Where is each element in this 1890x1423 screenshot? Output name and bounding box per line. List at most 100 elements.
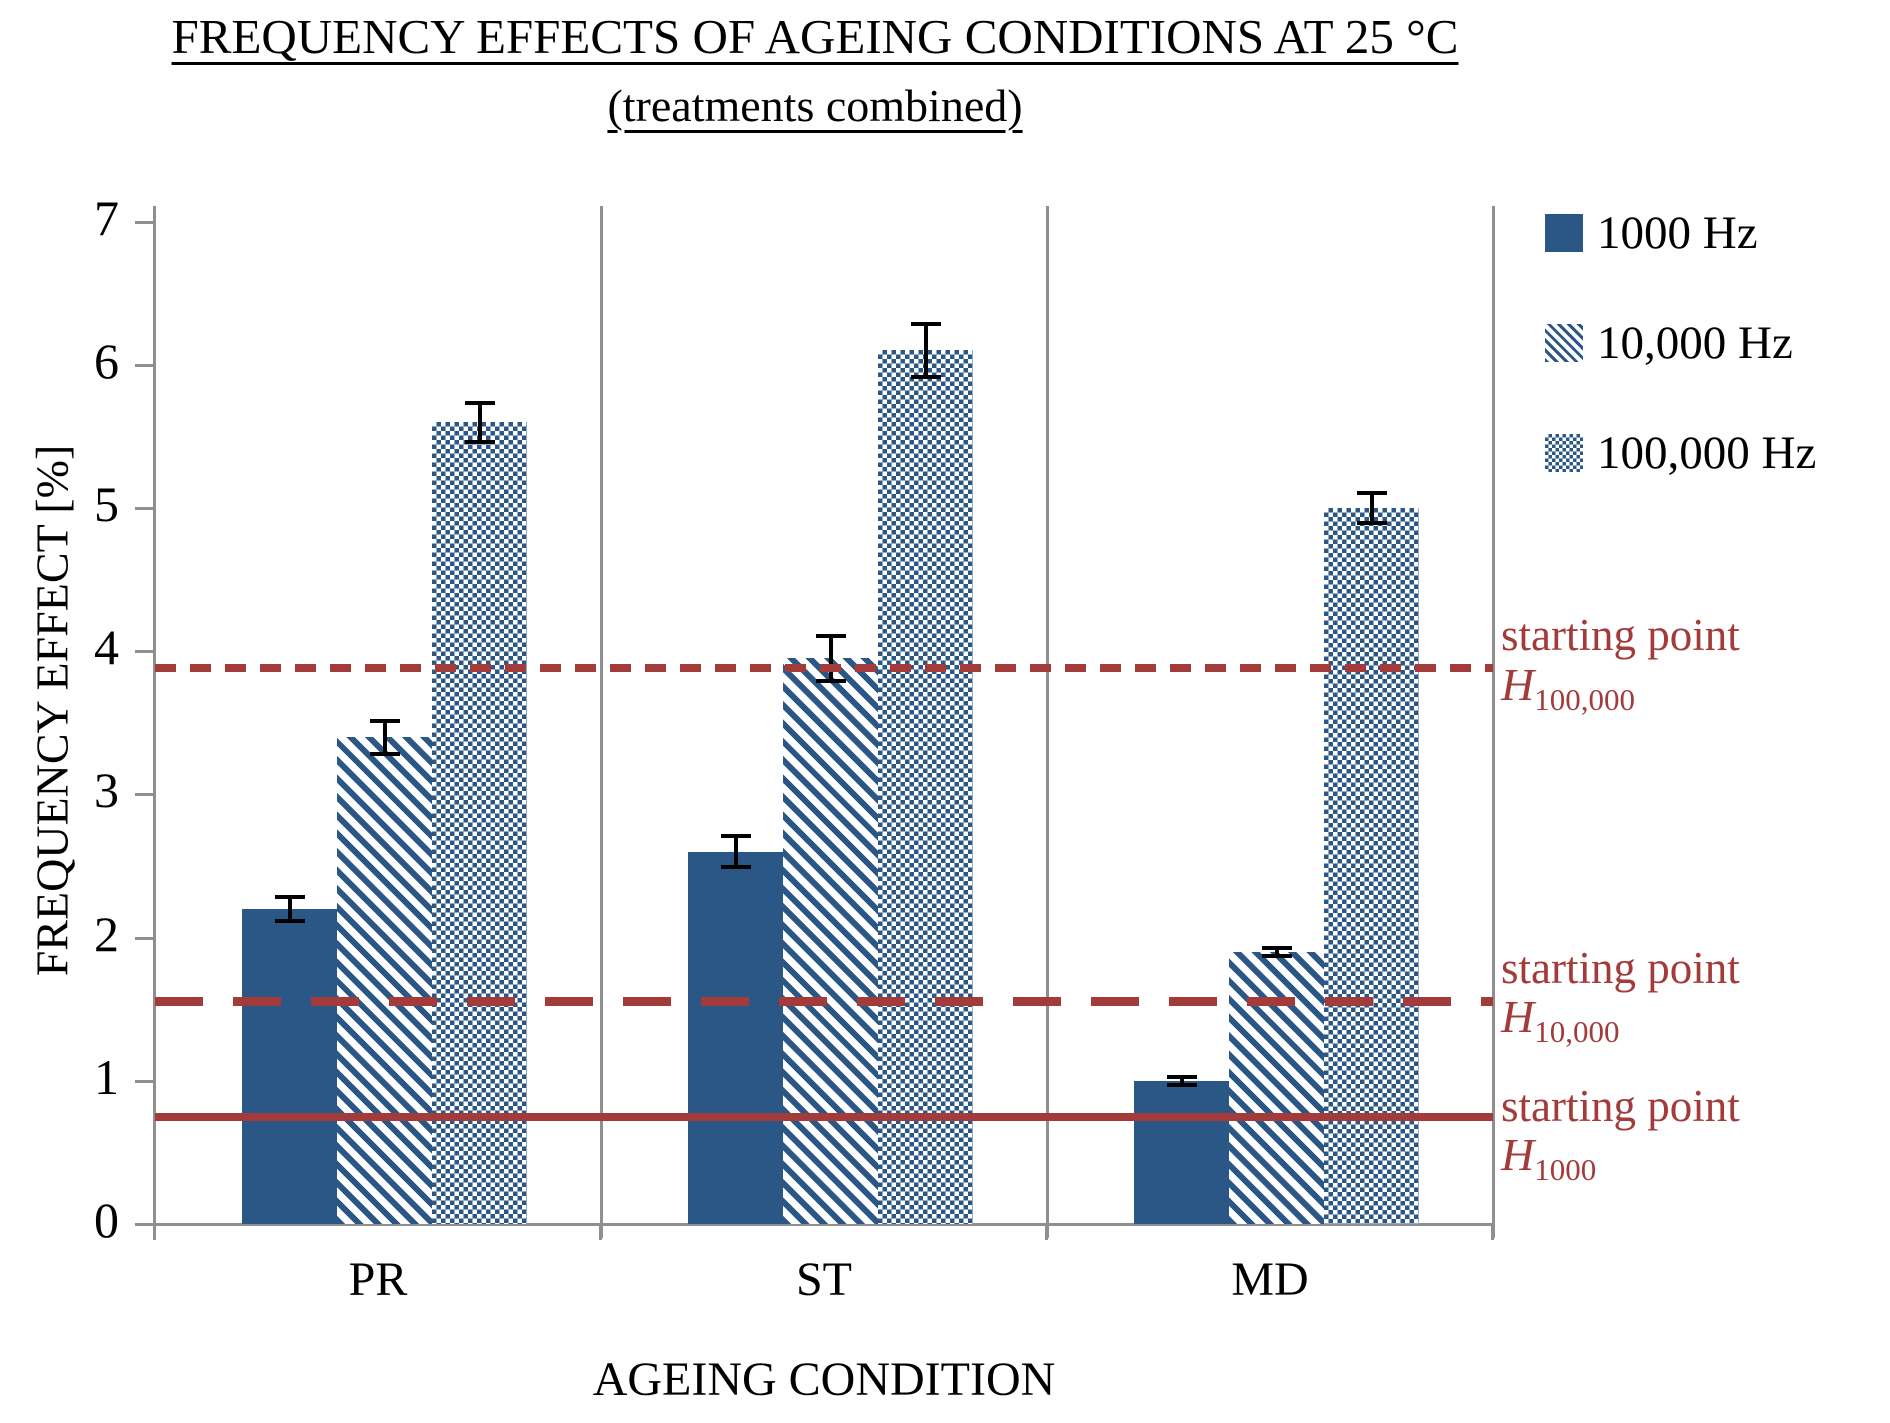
refline-label-subscript: 100,000 [1534,682,1635,718]
errorbar-1000Hz-MD [1166,1075,1197,1087]
y-axis-tick [135,793,153,797]
legend-item-label: 1000 Hz [1597,207,1758,259]
x-axis-title: AGEING CONDITION [592,1353,1056,1406]
x-category-label: PR [348,1253,408,1306]
y-axis-tick [135,507,153,510]
y-tick-label: 2 [94,905,119,962]
chart-subtitle: (treatments combined) [607,80,1023,131]
errorbar-bottom-cap [1166,1082,1197,1087]
bar-100000Hz-PR [432,422,527,1224]
errorbar-10000Hz-PR [369,718,400,756]
refline-label-text: starting point [1501,942,1740,993]
refline-label-subscript: 10,000 [1534,1014,1620,1050]
errorbar-10000Hz-ST [815,634,846,683]
refline-h1000 [155,1112,1493,1121]
y-axis-line [153,206,156,1238]
legend-item-1000Hz: 1000 Hz [1545,206,1758,260]
errorbar-bottom-cap [369,751,400,756]
legend-swatch-hatch [1545,324,1583,362]
x-axis-tick [1491,1224,1494,1240]
x-category-label: MD [1231,1253,1309,1306]
refline-label-symbol: H1000 [1501,1129,1597,1188]
legend-item-label: 100,000 Hz [1597,427,1817,479]
category-separator-line [1046,206,1049,1238]
errorbar-stem [828,634,833,683]
errorbar-100000Hz-MD [1356,490,1387,526]
errorbar-1000Hz-ST [720,834,751,869]
y-tick-label: 4 [94,619,119,676]
errorbar-stem [1274,946,1279,958]
errorbar-bottom-cap [464,439,495,444]
x-category-label: ST [795,1253,852,1306]
x-axis-tick [599,1224,602,1240]
refline-label-text: starting point [1501,610,1740,661]
refline-h10000 [155,996,1493,1006]
bar-10000Hz-PR [337,737,432,1224]
errorbar-top-cap [1166,1075,1197,1080]
bar-10000Hz-ST [783,658,878,1224]
errorbar-top-cap [274,894,305,899]
errorbar-bottom-cap [910,375,941,380]
refline-h100000 [155,664,1493,673]
errorbar-top-cap [1261,946,1292,951]
errorbar-stem [382,718,387,756]
chart-title: FREQUENCY EFFECTS OF AGEING CONDITIONS A… [171,9,1459,64]
errorbar-1000Hz-PR [274,894,305,924]
errorbar-100000Hz-PR [464,400,495,444]
errorbar-bottom-cap [274,919,305,924]
errorbar-10000Hz-MD [1261,946,1292,958]
errorbar-bottom-cap [1356,521,1387,526]
errorbar-top-cap [910,321,941,326]
bar-100000Hz-MD [1324,508,1419,1224]
x-axis-line [153,1223,1493,1226]
bar-100000Hz-ST [878,350,973,1224]
errorbar-top-cap [815,634,846,639]
refline-label-h100000: starting point H100,000 [1501,610,1887,718]
bar-1000Hz-MD [1134,1080,1229,1224]
refline-label-h10000: starting point H10,000 [1501,942,1887,1047]
legend-item-100000Hz: 100,000 Hz [1545,426,1816,480]
y-tick-label: 0 [94,1192,119,1248]
refline-label-subscript: 1000 [1534,1152,1597,1188]
errorbar-top-cap [369,718,400,723]
y-tick-label: 7 [94,189,119,246]
refline-label-symbol: H100,000 [1501,658,1635,718]
y-axis-tick [135,650,153,654]
errorbar-stem [1369,490,1374,526]
errorbar-stem [477,400,482,444]
errorbar-stem [923,321,928,380]
chart-title-block: FREQUENCY EFFECTS OF AGEING CONDITIONS A… [0,8,1630,132]
errorbar-bottom-cap [1261,953,1292,958]
errorbar-bottom-cap [720,864,751,869]
y-tick-label: 1 [94,1048,119,1105]
y-axis-tick [135,363,153,367]
x-axis-tick [1045,1224,1048,1240]
errorbar-stem [287,894,292,924]
y-tick-label: 6 [94,332,119,389]
errorbar-top-cap [464,400,495,405]
legend-swatch-solid [1545,214,1583,252]
category-separator-line [600,206,603,1238]
errorbar-stem [733,834,738,869]
errorbar-100000Hz-ST [910,321,941,380]
legend-swatch-dots [1545,434,1583,472]
y-tick-label: 5 [94,476,119,532]
y-tick-label: 3 [94,762,119,819]
plot-right-border [1492,206,1495,1238]
errorbar-top-cap [1356,490,1387,495]
bar-1000Hz-PR [242,908,337,1224]
errorbar-stem [1179,1075,1184,1087]
x-axis-tick [153,1224,156,1240]
y-axis-tick [135,1223,153,1226]
errorbar-bottom-cap [815,678,846,683]
refline-label-h1000: starting point H1000 [1501,1080,1887,1188]
bar-1000Hz-ST [688,851,783,1224]
errorbar-top-cap [720,834,751,839]
plot-area [153,206,1495,1238]
legend-item-label: 10,000 Hz [1597,317,1793,369]
refline-label-text: starting point [1501,1080,1740,1131]
y-axis-tick [135,936,153,940]
bar-10000Hz-MD [1229,951,1324,1224]
y-axis-tick [135,1079,153,1083]
